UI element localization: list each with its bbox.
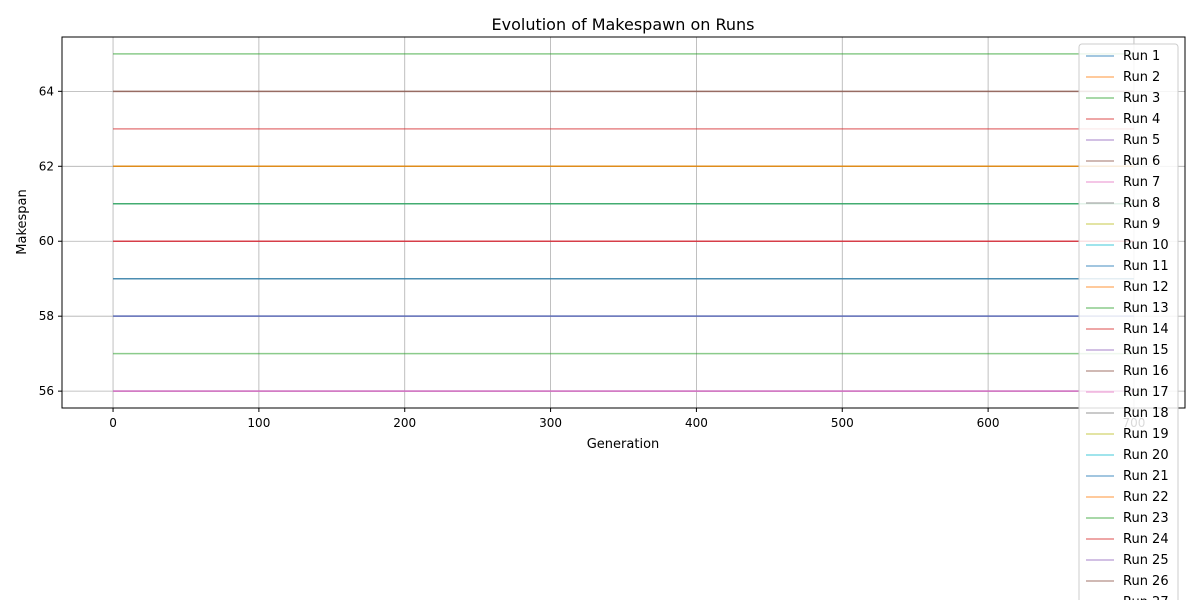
- x-tick-label: 200: [393, 416, 416, 430]
- y-tick-label: 56: [39, 384, 54, 398]
- chart-title: Evolution of Makespawn on Runs: [492, 15, 755, 34]
- x-tick-label: 600: [977, 416, 1000, 430]
- legend-label: Run 18: [1123, 406, 1169, 421]
- legend-box: [1078, 43, 1179, 604]
- legend-label: Run 23: [1123, 511, 1169, 526]
- legend-label: Run 2: [1123, 70, 1160, 85]
- y-tick-label: 60: [39, 234, 54, 248]
- legend-label: Run 21: [1123, 469, 1169, 484]
- legend-label: Run 15: [1123, 343, 1169, 358]
- legend-label: Run 25: [1123, 553, 1169, 568]
- x-tick-label: 100: [247, 416, 270, 430]
- legend-label: Run 6: [1123, 154, 1160, 169]
- legend-label: Run 4: [1123, 112, 1160, 127]
- legend-label: Run 20: [1123, 448, 1169, 463]
- x-axis-label: Generation: [587, 437, 660, 452]
- x-tick-label: 300: [539, 416, 562, 430]
- y-tick-label: 64: [39, 84, 54, 98]
- legend-label: Run 10: [1123, 238, 1169, 253]
- legend-label: Run 12: [1123, 280, 1169, 295]
- x-tick-label: 500: [831, 416, 854, 430]
- legend-label: Run 16: [1123, 364, 1169, 379]
- plot-frame: [61, 36, 1186, 409]
- legend-label: Run 17: [1123, 385, 1169, 400]
- legend-label: Run 19: [1123, 427, 1169, 442]
- y-axis-label: Makespan: [15, 189, 30, 254]
- legend: Run 1 Run 2 Run 3 Run 4 Run 5 Run 6 Run 7 Run 8…: [1078, 43, 1179, 604]
- legend-label: Run 22: [1123, 490, 1169, 505]
- legend-label: Run 9: [1123, 217, 1160, 232]
- y-tick-label: 62: [39, 159, 54, 173]
- grid-lines: [62, 37, 1185, 408]
- x-tick-label: 0: [109, 416, 117, 430]
- legend-label: Run 11: [1123, 259, 1169, 274]
- legend-label: Run 24: [1123, 532, 1169, 547]
- legend-label: Run 8: [1123, 196, 1160, 211]
- axis-ticks: 01002003004005006007005658606264: [39, 84, 1146, 430]
- legend-label: Run 14: [1123, 322, 1169, 337]
- legend-label: Run 13: [1123, 301, 1169, 316]
- series-lines: [113, 53, 1134, 392]
- legend-label: Run 1: [1123, 49, 1160, 64]
- legend-label: Run 5: [1123, 133, 1160, 148]
- x-tick-label: 400: [685, 416, 708, 430]
- y-tick-label: 58: [39, 309, 54, 323]
- legend-label: Run 26: [1123, 574, 1169, 589]
- legend-label: Run 7: [1123, 175, 1160, 190]
- legend-label: Run 3: [1123, 91, 1160, 106]
- legend-label: Run 27: [1123, 595, 1169, 600]
